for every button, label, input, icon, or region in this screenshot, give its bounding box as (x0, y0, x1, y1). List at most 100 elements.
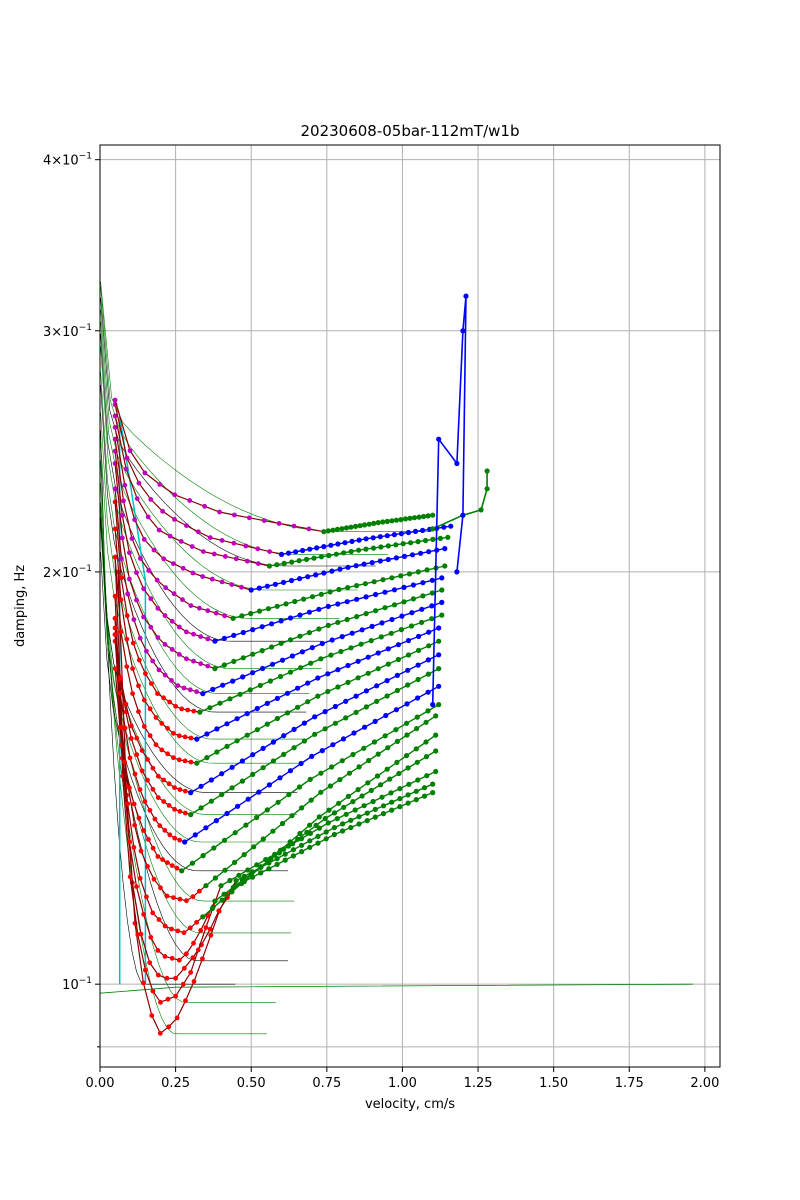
high-branch-point (430, 781, 436, 787)
high-branch-point (288, 577, 295, 584)
high-branch-point (374, 698, 380, 705)
low-branch-point (162, 613, 168, 618)
high-branch-point (328, 652, 334, 658)
low-branch-point (136, 657, 142, 663)
high-branch-point (348, 548, 354, 555)
high-branch-point (260, 765, 266, 771)
high-branch-point (224, 743, 230, 750)
high-branch-point (335, 601, 341, 607)
x-tick-label: 0.50 (237, 1076, 266, 1091)
low-branch-point (141, 586, 147, 592)
high-branch-point (330, 527, 336, 533)
high-branch-point (214, 726, 220, 732)
low-branch-point (134, 884, 139, 889)
high-branch-point (373, 608, 379, 614)
high-branch-point (406, 571, 413, 577)
low-branch-point (187, 498, 193, 503)
low-branch-point (112, 554, 118, 560)
high-branch-point (229, 889, 235, 895)
low-branch-point (117, 724, 123, 730)
high-branch-point (346, 770, 353, 776)
high-branch-point (394, 738, 400, 745)
low-branch-point (159, 747, 165, 753)
low-branch-point (145, 514, 151, 520)
low-branch-point (150, 845, 156, 851)
high-branch-point (436, 702, 442, 708)
high-branch-point (277, 847, 284, 853)
high-branch-point (295, 685, 301, 691)
high-branch-point (326, 552, 332, 559)
high-branch-point (306, 630, 312, 636)
high-branch-point (182, 839, 188, 845)
low-branch-point (182, 734, 188, 740)
high-branch-point (200, 853, 206, 859)
low-branch-point (156, 667, 162, 673)
low-branch-point (205, 608, 211, 614)
high-branch-point (289, 653, 295, 659)
low-branch-point (191, 631, 196, 637)
high-branch-point (365, 670, 371, 676)
high-branch-point (353, 693, 359, 699)
high-branch-point (391, 602, 398, 608)
high-branch-point (220, 682, 226, 688)
high-branch-point (398, 531, 404, 537)
low-branch-point (232, 512, 237, 518)
high-branch-point (274, 695, 280, 702)
high-branch-point (397, 804, 403, 810)
x-tick-label: 1.25 (464, 1076, 493, 1091)
high-branch-point (197, 709, 203, 715)
low-branch-point (200, 549, 206, 554)
low-branch-point (112, 526, 118, 532)
high-branch-point (371, 739, 378, 745)
low-branch-point (152, 816, 158, 822)
high-branch-point (339, 526, 345, 532)
high-branch-point (410, 582, 416, 588)
high-branch-point (318, 789, 324, 795)
high-branch-point (353, 523, 359, 530)
low-branch-point (219, 579, 225, 585)
low-branch-point (182, 788, 188, 794)
high-branch-point (307, 822, 313, 828)
high-branch-point (265, 606, 271, 612)
low-branch-point (177, 809, 183, 814)
low-branch-point (176, 733, 182, 739)
high-branch-point (293, 549, 299, 555)
high-branch-point (361, 803, 367, 809)
high-branch-point (424, 773, 430, 779)
high-branch-point (328, 542, 334, 548)
high-branch-point (245, 867, 251, 873)
low-branch-point (188, 759, 194, 765)
high-branch-point (219, 771, 225, 777)
high-branch-point (287, 637, 294, 643)
high-branch-point (363, 611, 369, 617)
high-branch-point (356, 814, 362, 820)
low-branch-point (163, 585, 169, 591)
high-branch-point (224, 721, 230, 727)
high-branch-point (248, 610, 254, 617)
high-branch-point (232, 830, 238, 836)
high-branch-point (278, 551, 285, 558)
fit-line (100, 412, 304, 740)
low-branch-point (157, 482, 163, 487)
high-branch-point (305, 680, 311, 686)
low-branch-point (198, 928, 204, 933)
high-branch-point (405, 667, 411, 673)
spike-blue-point (463, 293, 469, 299)
high-branch-point (332, 720, 338, 726)
low-branch-point (141, 724, 147, 729)
high-branch-point (325, 688, 331, 695)
high-branch-point (198, 805, 204, 811)
low-branch-point (222, 554, 228, 559)
high-branch-point (370, 798, 376, 805)
high-branch-point (423, 739, 429, 745)
high-branch-point (391, 532, 397, 538)
high-branch-point (375, 650, 381, 656)
high-branch-point (203, 825, 209, 831)
low-branch-point (184, 629, 189, 635)
high-branch-point (258, 864, 264, 870)
low-branch-point (112, 666, 118, 671)
low-branch-point (128, 736, 134, 741)
high-branch-point (306, 609, 312, 615)
high-branch-point (387, 776, 393, 782)
